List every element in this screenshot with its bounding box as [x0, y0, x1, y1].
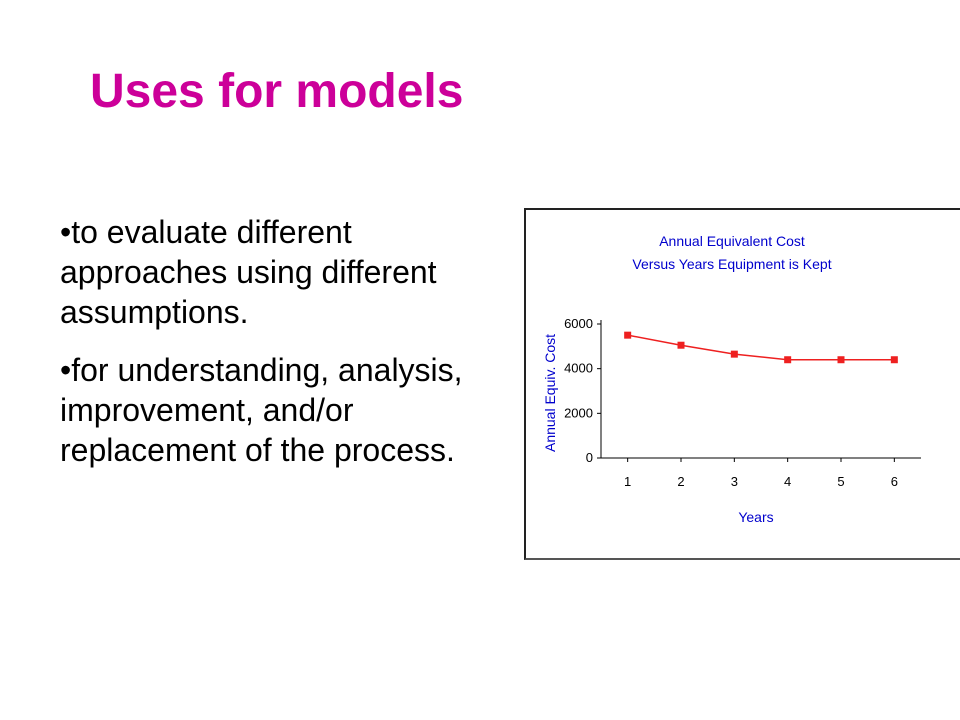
data-point: [730, 350, 738, 358]
y-axis-label: Annual Equiv. Cost: [542, 334, 558, 452]
chart-axes: 0 2000 4000 6000 1 2 3 4 5 6: [564, 316, 921, 489]
x-tick-label: 2: [677, 474, 684, 489]
x-tick-label: 4: [784, 474, 791, 489]
x-tick-label: 5: [837, 474, 844, 489]
chart-series: [624, 331, 898, 364]
x-tick-label: 1: [624, 474, 631, 489]
data-point: [624, 331, 632, 339]
x-axis-label: Years: [738, 509, 773, 525]
data-point: [837, 356, 845, 364]
cost-chart: Annual Equivalent Cost Versus Years Equi…: [542, 233, 921, 525]
x-tick-label: 6: [891, 474, 898, 489]
bullet-list: •to evaluate different approaches using …: [60, 212, 515, 488]
y-tick-label: 4000: [564, 361, 593, 376]
x-tick-label: 3: [731, 474, 738, 489]
series-line: [627, 334, 895, 361]
data-point: [677, 341, 685, 349]
bullet-item: •to evaluate different approaches using …: [60, 214, 437, 330]
y-tick-label: 2000: [564, 405, 593, 420]
data-point: [890, 356, 898, 364]
bullet-item: •for understanding, analysis, improvemen…: [60, 352, 463, 468]
data-point: [784, 356, 792, 364]
chart-frame: Annual Equivalent Cost Versus Years Equi…: [524, 208, 960, 560]
chart-subtitle: Versus Years Equipment is Kept: [632, 256, 831, 272]
slide-title: Uses for models: [90, 65, 464, 118]
chart-title: Annual Equivalent Cost: [659, 233, 805, 249]
y-tick-label: 6000: [564, 316, 593, 331]
y-tick-label: 0: [586, 450, 593, 465]
